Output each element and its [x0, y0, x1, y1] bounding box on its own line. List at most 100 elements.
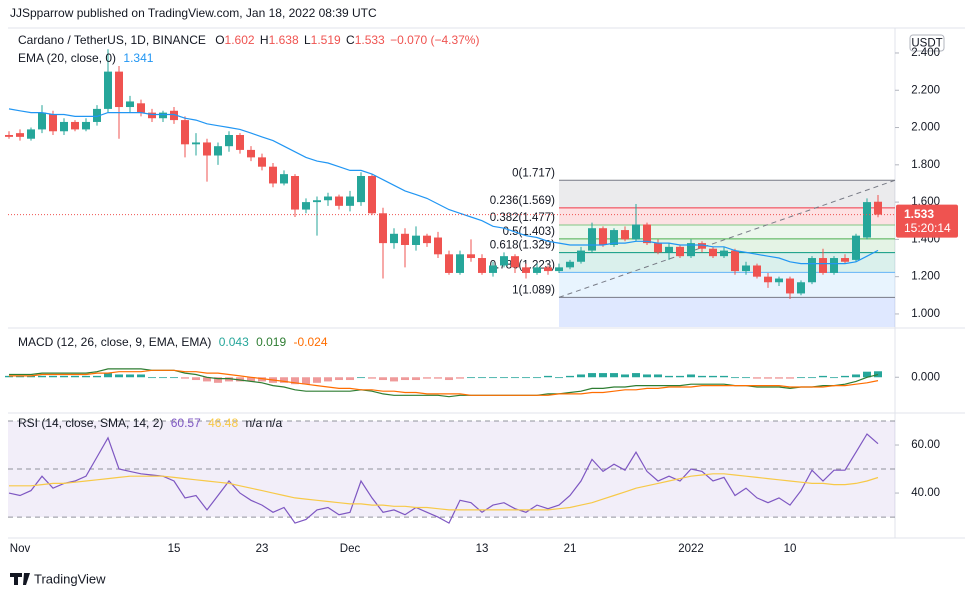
candle-body [280, 174, 288, 184]
candle-body [533, 267, 541, 273]
histogram-bar [489, 377, 497, 379]
legend-ema: EMA (20, close, 0) 1.341 [18, 51, 154, 65]
ema-title: EMA (20, close, 0) [18, 51, 116, 65]
candle-body [632, 224, 640, 240]
ohlc-value: 1.638 [269, 33, 299, 47]
candle-body [5, 134, 13, 137]
histogram-bar [434, 377, 442, 379]
y-tick-label: 1.800 [911, 159, 940, 171]
candle-body [192, 142, 200, 145]
change: −0.070 (−4.37%) [390, 33, 479, 47]
signal-value: -0.024 [293, 335, 327, 349]
histogram-bar [610, 373, 618, 378]
candle-body [27, 129, 35, 139]
x-tick-label: 2022 [678, 543, 704, 555]
candle-body [357, 176, 365, 203]
candle-body [412, 235, 420, 245]
candle-body [335, 196, 343, 206]
histogram-bar [665, 375, 673, 378]
y-tick-label: 60.00 [911, 439, 940, 451]
candle-body [456, 254, 464, 273]
y-tick-label: 2.200 [911, 84, 940, 96]
candle-body [236, 134, 244, 150]
legend-main: Cardano / TetherUS, 1D, BINANCE O1.602 H… [18, 33, 479, 47]
histogram-bar [390, 377, 398, 382]
histogram-bar [775, 377, 783, 379]
histogram-bar [247, 377, 255, 382]
histogram-bar [753, 377, 761, 379]
x-tick-label: 23 [256, 543, 269, 555]
histogram-bar [38, 375, 46, 378]
histogram-bar [291, 377, 299, 385]
candle-body [797, 282, 805, 294]
histogram-bar [60, 375, 68, 378]
candle-body [500, 256, 508, 266]
candle-body [313, 200, 321, 203]
candle-body [731, 250, 739, 272]
histogram-bar [192, 377, 200, 381]
candle-body [467, 254, 475, 259]
candle-body [401, 233, 409, 245]
candle-body [665, 246, 673, 253]
ohlc-label: C [346, 33, 355, 47]
x-tick-label: 15 [168, 543, 181, 555]
histogram-bar [830, 377, 838, 379]
candle-body [522, 267, 530, 273]
candle-body [764, 276, 772, 283]
histogram-bar [687, 374, 695, 378]
ema-line [8, 108, 879, 265]
candle-body [599, 228, 607, 245]
x-tick-label: Nov [10, 543, 31, 555]
candle-body [170, 110, 178, 121]
histogram-bar [577, 374, 585, 378]
histogram-bar [181, 377, 189, 379]
candle-body [863, 202, 871, 238]
x-tick-label: 10 [784, 543, 797, 555]
candle-body [566, 261, 574, 268]
histogram-bar [819, 375, 827, 378]
histogram-bar [137, 374, 145, 378]
x-tick-label: 21 [564, 543, 577, 555]
histogram-bar [258, 377, 266, 382]
histogram-bar [324, 377, 332, 382]
histogram-bar [522, 377, 530, 379]
histogram-bar [148, 377, 156, 379]
histogram-bar [423, 377, 431, 379]
rsi-sma-value: 46.48 [208, 416, 238, 430]
histogram-bar [676, 375, 684, 378]
rsi-value: 60.57 [171, 416, 201, 430]
candle-body [126, 101, 134, 108]
candle-body [555, 267, 563, 272]
candle-body [852, 235, 860, 260]
candle-body [819, 258, 827, 273]
y-tick-label: 2.000 [911, 122, 940, 134]
histogram-bar [401, 377, 409, 381]
histogram-bar [368, 377, 376, 379]
histogram-bar [203, 377, 211, 382]
symbol-title: Cardano / TetherUS, 1D, BINANCE [18, 33, 206, 47]
candle-body [544, 267, 552, 272]
histogram-bar [82, 375, 90, 378]
candle-body [258, 157, 266, 167]
candle-body [225, 134, 233, 147]
histogram-bar [16, 375, 24, 378]
histogram-bar [456, 377, 464, 379]
rsi-title: RSI (14, close, SMA, 14, 2) [18, 416, 163, 430]
histogram-bar [302, 377, 310, 385]
histogram-bar [357, 377, 365, 379]
candle-body [577, 250, 585, 262]
histogram-bar [104, 373, 112, 378]
fib-band [559, 180, 895, 208]
macd-value: 0.019 [256, 335, 286, 349]
fib-label: 0.382(1.477) [490, 212, 555, 224]
fib-band [559, 272, 895, 298]
currency-button[interactable] [909, 34, 945, 52]
candle-body [148, 112, 156, 119]
histogram-bar [764, 377, 772, 379]
candle-body [390, 233, 398, 244]
histogram-bar [27, 375, 35, 378]
currency-label[interactable]: USDT [911, 38, 942, 50]
histogram-bar [280, 377, 288, 383]
fib-band [559, 297, 895, 327]
candle-body [38, 112, 46, 130]
